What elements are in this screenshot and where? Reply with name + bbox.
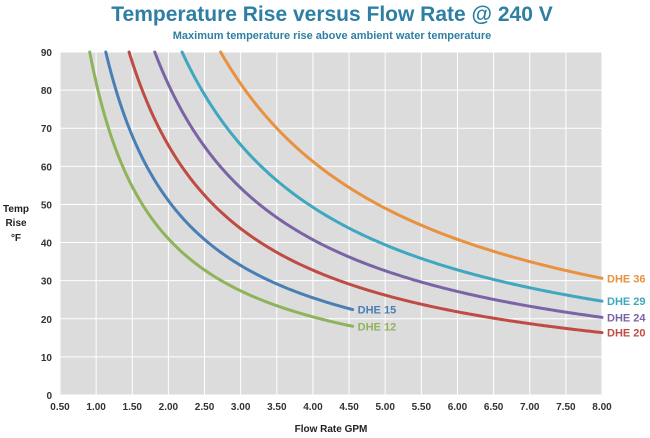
y-tick-label: 20	[41, 315, 53, 326]
x-tick-label: 6.00	[448, 402, 468, 413]
x-tick-label: 5.50	[412, 402, 432, 413]
y-axis-ticks: 0 10 20 30 40 50 60 70 80 90	[41, 48, 53, 402]
x-tick-label: 1.00	[86, 402, 106, 413]
chart-title: Temperature Rise versus Flow Rate @ 240 …	[111, 3, 552, 26]
x-tick-label: 7.00	[520, 402, 540, 413]
y-tick-label: 70	[41, 124, 53, 135]
series-label-dhe-15: DHE 15	[358, 305, 397, 317]
series-label-dhe-36: DHE 36	[607, 273, 646, 285]
y-tick-label: 90	[41, 48, 53, 59]
plot-area	[60, 52, 602, 395]
series-label-dhe-24: DHE 24	[607, 312, 646, 324]
y-tick-label: 30	[41, 277, 53, 288]
series-line-dhe-20	[127, 50, 604, 335]
y-axis-label-line-2: Rise	[5, 218, 27, 229]
grid-lines	[59, 51, 603, 396]
x-tick-label: 3.00	[231, 402, 251, 413]
y-tick-label: 50	[41, 200, 53, 211]
x-axis-ticks: 0.50 1.00 1.50 2.00 2.50 3.00 3.50 4.00 4.50 5.00…	[50, 402, 612, 413]
y-tick-label: 0	[46, 391, 52, 402]
chart-subtitle: Maximum temperature rise above ambient w…	[173, 30, 492, 42]
x-tick-label: 1.50	[123, 402, 143, 413]
x-tick-label: 5.00	[375, 402, 395, 413]
series-line-dhe-24	[153, 50, 604, 319]
x-tick-label: 7.50	[556, 402, 576, 413]
series-label-dhe-29: DHE 29	[607, 296, 646, 308]
x-axis-label: Flow Rate GPM	[295, 424, 368, 435]
x-tick-label: 2.00	[159, 402, 179, 413]
series-labels: DHE 12 DHE 15 DHE 20 DHE 24 DHE 29 DHE 36	[358, 273, 647, 339]
y-tick-label: 10	[41, 353, 53, 364]
x-tick-label: 3.50	[267, 402, 287, 413]
series-label-dhe-12: DHE 12	[358, 321, 397, 333]
x-tick-label: 4.00	[303, 402, 323, 413]
series-line-dhe-29	[180, 50, 604, 303]
y-axis-label-line-1: Temp	[3, 204, 29, 215]
x-tick-label: 4.50	[339, 402, 359, 413]
x-tick-label: 8.00	[592, 402, 612, 413]
series-lines	[88, 50, 604, 335]
series-label-dhe-20: DHE 20	[607, 328, 646, 340]
series-line-dhe-15	[104, 50, 355, 312]
x-tick-label: 0.50	[50, 402, 70, 413]
y-tick-label: 40	[41, 239, 53, 250]
y-tick-label: 80	[41, 86, 53, 97]
y-axis-label-line-3: °F	[11, 233, 21, 244]
series-line-dhe-36	[219, 50, 604, 280]
x-tick-label: 2.50	[195, 402, 215, 413]
series-line-dhe-12	[88, 50, 355, 328]
y-tick-label: 60	[41, 162, 53, 173]
x-tick-label: 6.50	[484, 402, 504, 413]
